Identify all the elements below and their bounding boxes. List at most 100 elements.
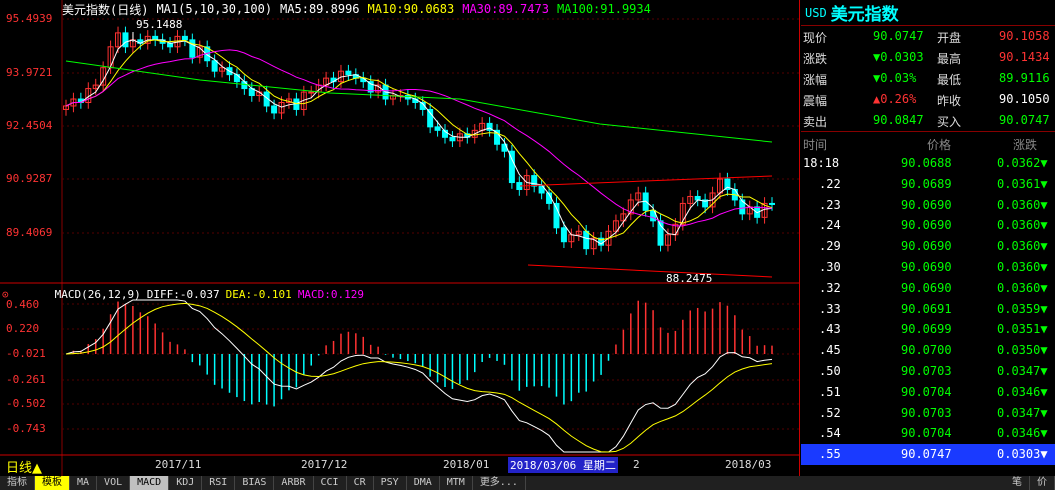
tick-row[interactable]: .32 90.0690 0.0360▼ bbox=[801, 278, 1055, 299]
quote-panel: USD 美元指数 现价 90.0747 开盘 90.1058 涨跌 ▼0.0303… bbox=[801, 0, 1055, 476]
tick-row[interactable]: .55 90.0747 0.0303▼ bbox=[801, 444, 1055, 465]
tick-row[interactable]: .22 90.0689 0.0361▼ bbox=[801, 174, 1055, 195]
tick-row[interactable]: .29 90.0690 0.0360▼ bbox=[801, 236, 1055, 257]
tick-row[interactable]: .52 90.0703 0.0347▼ bbox=[801, 403, 1055, 424]
tab-[interactable]: 指标 bbox=[0, 476, 35, 490]
tick-time: .33 bbox=[819, 301, 841, 316]
quote-stat-row: 卖出 90.0847 买入 90.0747 bbox=[801, 110, 1055, 131]
tab-cr[interactable]: CR bbox=[347, 476, 374, 490]
chart-title[interactable]: 美元指数(日线) bbox=[62, 2, 149, 17]
candle-body bbox=[181, 35, 188, 41]
candle-body bbox=[538, 185, 545, 194]
tab-arbr[interactable]: ARBR bbox=[274, 476, 314, 490]
stat-value: 90.1050 bbox=[999, 92, 1050, 106]
tick-time: 18:18 bbox=[803, 156, 840, 170]
tab-ma[interactable]: MA bbox=[70, 476, 98, 490]
x-label: 2017/12 bbox=[301, 458, 348, 471]
tab-psy[interactable]: PSY bbox=[374, 476, 407, 490]
tick-price: 90.0688 bbox=[901, 156, 952, 170]
tick-row[interactable]: .50 90.0703 0.0347▼ bbox=[801, 361, 1055, 382]
candle-body bbox=[308, 91, 315, 94]
stat-value: 90.1434 bbox=[999, 50, 1050, 64]
candle-body bbox=[560, 227, 567, 243]
stat-label: 昨收 bbox=[937, 94, 962, 108]
candle-body bbox=[620, 213, 627, 222]
tick-time: .52 bbox=[819, 405, 841, 420]
candle-body bbox=[219, 67, 226, 72]
symbol-code: USD bbox=[805, 5, 827, 20]
tab-macd[interactable]: MACD bbox=[130, 476, 170, 490]
tick-row[interactable]: .30 90.0690 0.0360▼ bbox=[801, 257, 1055, 278]
chart-canvas[interactable]: 95.1488 88.2475 bbox=[0, 0, 800, 476]
tick-row[interactable]: .24 90.0690 0.0360▼ bbox=[801, 215, 1055, 236]
quote-tab[interactable]: 价 bbox=[1030, 476, 1055, 490]
macd-y-tick: -0.261 bbox=[6, 373, 46, 386]
tab-mtm[interactable]: MTM bbox=[440, 476, 473, 490]
tick-price: 90.0690 bbox=[901, 280, 952, 295]
tab-[interactable]: 模板 bbox=[35, 476, 70, 490]
tick-time: .55 bbox=[819, 447, 841, 462]
x-label: 2 bbox=[633, 458, 640, 471]
macd-legend: ⊙ MACD(26,12,9) DIFF:-0.037 DEA:-0.101 M… bbox=[0, 285, 364, 303]
tab-vol[interactable]: VOL bbox=[97, 476, 131, 490]
candle-body bbox=[687, 195, 694, 204]
tick-time: .43 bbox=[819, 322, 841, 337]
tick-row[interactable]: .54 90.0704 0.0346▼ bbox=[801, 423, 1055, 444]
tab-[interactable]: 更多... bbox=[473, 476, 526, 490]
cursor-weekday: 星期二 bbox=[582, 459, 616, 472]
tick-change: 0.0346▼ bbox=[997, 384, 1048, 399]
tick-row[interactable]: .43 90.0699 0.0351▼ bbox=[801, 319, 1055, 340]
candle-body bbox=[664, 234, 671, 246]
candle-body bbox=[486, 122, 493, 131]
stat-value: 89.9116 bbox=[999, 71, 1050, 85]
quote-tab[interactable]: 笔 bbox=[1005, 476, 1030, 490]
tab-bias[interactable]: BIAS bbox=[235, 476, 275, 490]
tick-price: 90.0700 bbox=[901, 343, 952, 358]
macd-definition: MACD(26,12,9) bbox=[54, 287, 141, 301]
ma100-value: MA100:91.9934 bbox=[556, 2, 651, 16]
chart-pane[interactable]: 95.1488 88.2475 美元指数(日线) MA1(5,10,30,100)… bbox=[0, 0, 800, 476]
tick-row[interactable]: .33 90.0691 0.0359▼ bbox=[801, 299, 1055, 320]
quote-stat-row: 现价 90.0747 开盘 90.1058 bbox=[801, 26, 1055, 47]
tick-header: 时间 价格 涨跌 bbox=[801, 131, 1055, 153]
candle-body bbox=[427, 108, 434, 128]
candle-body bbox=[724, 178, 731, 191]
x-label: 2017/11 bbox=[155, 458, 202, 471]
candle-body bbox=[189, 39, 196, 58]
tab-kdj[interactable]: KDJ bbox=[169, 476, 203, 490]
tab-rsi[interactable]: RSI bbox=[202, 476, 236, 490]
tick-change: 0.0360▼ bbox=[997, 239, 1048, 254]
tick-time: .24 bbox=[819, 218, 841, 233]
tick-change: 0.0351▼ bbox=[997, 322, 1048, 337]
tick-price: 90.0690 bbox=[901, 259, 952, 274]
tick-change: 0.0360▼ bbox=[997, 259, 1048, 274]
stat-label: 涨幅 bbox=[803, 73, 828, 87]
candle-body bbox=[635, 192, 642, 201]
tick-change: 0.0347▼ bbox=[997, 405, 1048, 420]
tab-dma[interactable]: DMA bbox=[407, 476, 440, 490]
tab-cci[interactable]: CCI bbox=[314, 476, 347, 490]
tick-time: .50 bbox=[819, 363, 841, 378]
ma5-value: MA5:89.8996 bbox=[280, 2, 360, 16]
stat-value: 90.0747 bbox=[873, 29, 924, 43]
stat-label: 开盘 bbox=[937, 31, 962, 45]
quote-stat-row: 涨跌 ▼0.0303 最高 90.1434 bbox=[801, 47, 1055, 68]
y-tick: 92.4504 bbox=[6, 119, 53, 132]
tick-time: .45 bbox=[819, 343, 841, 358]
tick-time: .30 bbox=[819, 259, 841, 274]
tick-price: 90.0689 bbox=[901, 176, 952, 191]
tick-change: 0.0350▼ bbox=[997, 343, 1048, 358]
tick-row[interactable]: 18:18 90.0688 0.0362▼ bbox=[801, 153, 1055, 174]
tick-row[interactable]: .45 90.0700 0.0350▼ bbox=[801, 340, 1055, 361]
tick-row[interactable]: .51 90.0704 0.0346▼ bbox=[801, 382, 1055, 403]
tick-row[interactable]: .23 90.0690 0.0360▼ bbox=[801, 195, 1055, 216]
tick-change: 0.0360▼ bbox=[997, 197, 1048, 212]
period-selector[interactable]: 日线▲ bbox=[6, 461, 42, 476]
macd-gear-icon[interactable]: ⊙ bbox=[2, 287, 9, 301]
candle-body bbox=[92, 84, 99, 90]
macd-dea: DEA:-0.101 bbox=[225, 287, 292, 301]
tick-list[interactable]: 18:18 90.0688 0.0362▼ .22 90.0689 0.0361▼… bbox=[801, 153, 1055, 465]
y-tick: 93.9721 bbox=[6, 66, 53, 79]
candle-body bbox=[300, 91, 307, 110]
macd-y-tick: -0.502 bbox=[6, 397, 46, 410]
